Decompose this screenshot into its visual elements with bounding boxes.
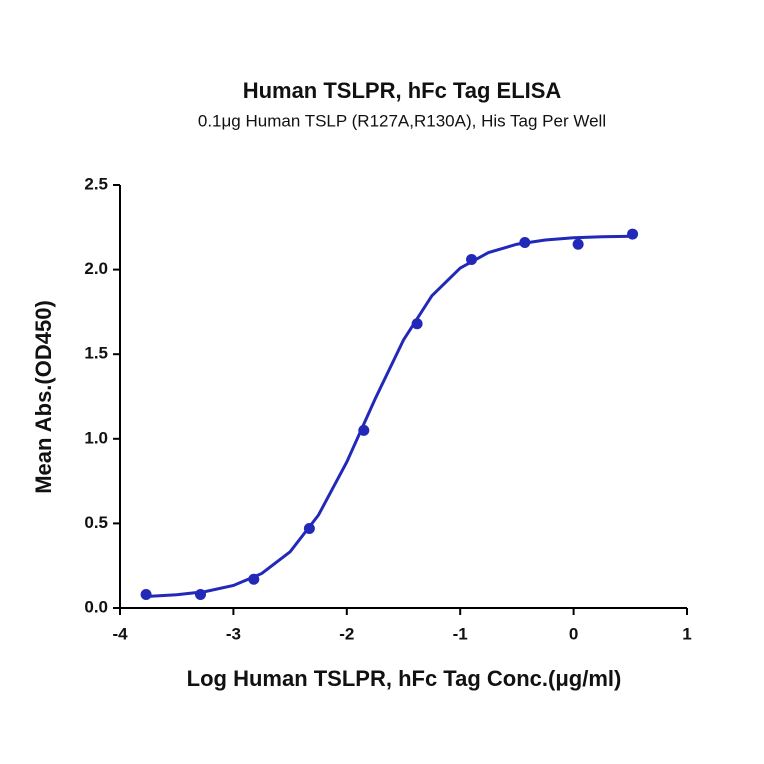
- y-tick-label: 1.0: [84, 428, 108, 447]
- y-tick-label: 1.5: [84, 344, 108, 363]
- y-tick-label: 2.0: [84, 259, 108, 278]
- chart-title: Human TSLPR, hFc Tag ELISA: [243, 78, 562, 103]
- data-point: [627, 228, 639, 240]
- x-tick-label: 0: [569, 624, 578, 643]
- x-tick-label: 1: [682, 624, 691, 643]
- x-tick-label: -4: [112, 624, 128, 643]
- y-tick-label: 2.5: [84, 174, 108, 193]
- x-tick-label: -3: [226, 624, 241, 643]
- y-tick-label: 0.5: [84, 513, 108, 532]
- x-tick-label: -1: [453, 624, 468, 643]
- x-axis-label: Log Human TSLPR, hFc Tag Conc.(μg/ml): [187, 666, 622, 691]
- fit-curve: [145, 234, 633, 598]
- x-tick-label: -2: [339, 624, 354, 643]
- y-tick-label: 0.0: [84, 597, 108, 616]
- data-point: [140, 588, 152, 600]
- data-point: [572, 238, 584, 250]
- y-axis-label: Mean Abs.(OD450): [31, 300, 56, 494]
- chart-subtitle: 0.1μg Human TSLP (R127A,R130A), His Tag …: [198, 111, 606, 130]
